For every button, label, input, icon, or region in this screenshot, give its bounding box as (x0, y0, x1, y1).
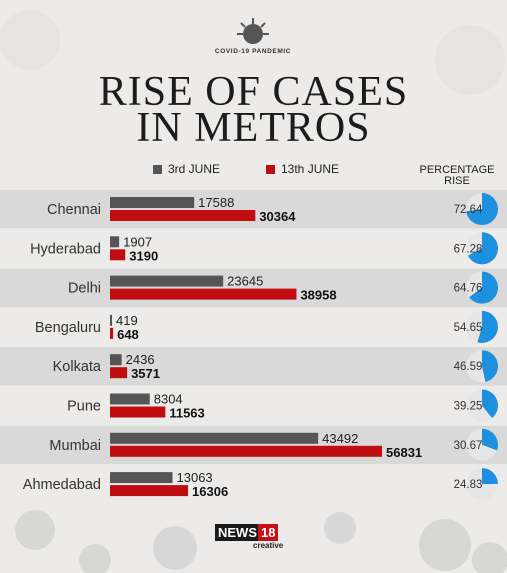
percentage-label-1: 67.28 (454, 243, 483, 255)
percentage-label-4: 46.59 (454, 361, 483, 373)
legend-swatch-june13 (266, 164, 275, 174)
category-label-0: Chennai (47, 202, 101, 218)
category-label-7: Ahmedabad (23, 477, 101, 493)
percentage-label-3: 54.65 (454, 322, 483, 334)
row-stripe-0 (0, 190, 507, 229)
row-stripe-4 (0, 347, 507, 386)
bar-june13-0 (110, 210, 256, 221)
bar-june3-6 (110, 432, 319, 444)
pie-slice-4 (482, 350, 499, 382)
value-june3-5: 8304 (154, 392, 183, 407)
value-june13-3: 648 (117, 327, 139, 342)
bar-june13-1 (110, 249, 126, 261)
value-june3-3: 419 (116, 313, 138, 328)
virus-icon (237, 18, 269, 44)
value-june13-2: 38958 (300, 288, 336, 303)
percentage-rise-heading: PERCENTAGE RISE (419, 164, 495, 187)
bar-june13-4 (110, 367, 128, 379)
category-label-3: Bengaluru (35, 320, 101, 336)
value-june13-7: 16306 (192, 484, 228, 499)
category-label-1: Hyderabad (30, 241, 101, 257)
logo-part1: NEWS (215, 524, 260, 541)
value-june13-4: 3571 (131, 366, 160, 381)
bar-june13-6 (110, 445, 382, 457)
percentage-label-0: 72.64 (454, 204, 483, 216)
pie-slice-2 (469, 271, 498, 304)
bar-june3-3 (110, 314, 113, 326)
title-line-2: IN METROS (136, 105, 371, 151)
pandemic-badge: COVID-19 PANDEMIC (203, 18, 303, 55)
value-june13-1: 3190 (129, 248, 158, 263)
category-label-4: Kolkata (53, 359, 102, 375)
logo-part2: 18 (258, 524, 279, 541)
percentage-label-6: 30.67 (454, 440, 483, 452)
value-june3-4: 2436 (126, 352, 155, 367)
bar-june3-0 (110, 197, 195, 208)
row-stripe-2 (0, 268, 507, 307)
percentage-label-2: 64.76 (454, 283, 483, 295)
pie-slice-1 (467, 232, 499, 265)
value-june3-2: 23645 (227, 274, 263, 289)
value-june3-0: 17588 (198, 195, 234, 210)
percentage-label-5: 39.25 (454, 401, 483, 413)
legend-label-june3: 3rd JUNE (168, 162, 221, 176)
pie-slice-3 (477, 310, 498, 343)
category-label-6: Mumbai (49, 438, 101, 454)
bar-june3-2 (110, 275, 224, 287)
pie-slice-5 (482, 389, 498, 418)
category-label-5: Pune (67, 399, 101, 415)
pie-slice-7 (482, 468, 498, 485)
title-line-1: RISE OF CASES (98, 69, 409, 115)
value-june13-5: 11563 (169, 406, 204, 421)
legend-swatch-june3 (153, 164, 162, 174)
value-june3-1: 1907 (123, 234, 152, 249)
pie-slice-0 (466, 193, 498, 225)
bar-june13-2 (110, 288, 297, 300)
value-june3-6: 43492 (322, 431, 358, 446)
legend-june3: 3rd JUNE (153, 162, 220, 176)
legend-label-june13: 13th JUNE (281, 162, 340, 176)
value-june13-6: 56831 (386, 445, 422, 460)
percentage-label-7: 24.83 (454, 479, 483, 491)
category-label-2: Delhi (68, 281, 101, 297)
bar-june3-1 (110, 236, 120, 248)
bar-june3-5 (110, 393, 150, 405)
value-june3-7: 13063 (177, 470, 213, 485)
legend-june13: 13th JUNE (266, 162, 339, 176)
bar-june13-3 (110, 327, 114, 339)
bar-june13-5 (110, 406, 166, 418)
value-june13-0: 30364 (259, 209, 296, 224)
row-stripe-6 (0, 425, 507, 465)
bar-june13-7 (110, 485, 189, 497)
bar-june3-7 (110, 472, 173, 484)
logo-tag: creative (253, 541, 284, 550)
bar-june3-4 (110, 354, 122, 366)
news18-logo: NEWS 18 creative (215, 524, 283, 550)
badge-text: COVID-19 PANDEMIC (214, 48, 292, 55)
pie-slice-6 (482, 428, 498, 451)
